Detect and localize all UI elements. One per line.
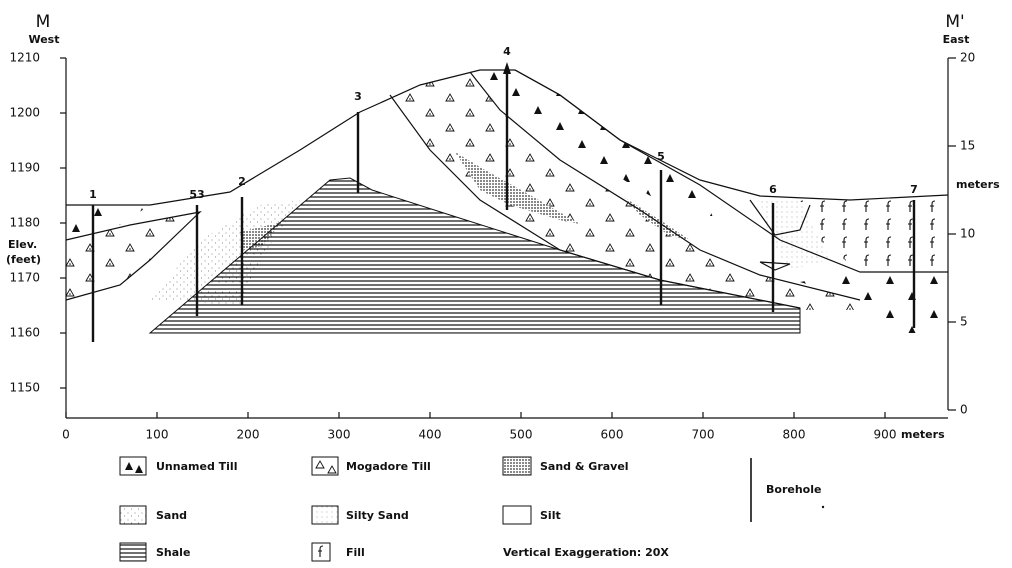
legend-symbol bbox=[318, 545, 324, 557]
legend-symbol bbox=[125, 462, 143, 473]
unnamed-till-center bbox=[470, 70, 720, 235]
mogadore-till-center bbox=[390, 72, 870, 310]
y-tick-label: 1200 bbox=[9, 106, 40, 120]
legend-label: Fill bbox=[346, 546, 365, 559]
y2-tick-label: 10 bbox=[960, 227, 975, 241]
x-tick-label: 900 bbox=[874, 428, 897, 442]
legend-symbol bbox=[315, 460, 337, 474]
contact-line bbox=[65, 211, 202, 301]
y-tick-label: 1150 bbox=[9, 381, 40, 395]
contact-line bbox=[469, 71, 861, 301]
fill-unit bbox=[800, 195, 948, 272]
legend-label: Borehole bbox=[766, 483, 821, 496]
sand-gravel-lens bbox=[455, 152, 580, 224]
x-tick-label: 400 bbox=[419, 428, 442, 442]
shale-unit bbox=[148, 177, 801, 334]
exaggeration-note: Vertical Exaggeration: 20X bbox=[503, 546, 669, 559]
unnamed-till-left bbox=[66, 205, 150, 240]
y-tick-label: 1160 bbox=[9, 326, 40, 340]
legend-label: Sand & Gravel bbox=[540, 460, 629, 473]
legend-label: Unnamed Till bbox=[156, 460, 237, 473]
unnamed-till-right bbox=[800, 272, 948, 333]
axis-title: meters bbox=[956, 178, 1000, 191]
contact-line bbox=[759, 261, 791, 271]
y-tick-label: 1210 bbox=[9, 51, 40, 65]
direction-label: East bbox=[943, 33, 970, 46]
legend-swatch bbox=[119, 505, 147, 525]
axis-title: Elev. bbox=[8, 238, 37, 251]
mogadore-till-left bbox=[66, 212, 200, 300]
legend-swatch bbox=[311, 505, 339, 525]
legend-label: Silty Sand bbox=[346, 509, 409, 522]
y2-tick-label: 15 bbox=[960, 139, 975, 153]
x-tick-label: 500 bbox=[510, 428, 533, 442]
y-tick-label: 1180 bbox=[9, 216, 40, 230]
sand-gravel-lens bbox=[625, 198, 690, 240]
y2-tick-label: 20 bbox=[960, 51, 975, 65]
x-tick-label: 600 bbox=[601, 428, 624, 442]
sand-gravel-lens bbox=[240, 222, 282, 250]
legend-label: Sand bbox=[156, 509, 187, 522]
legend-label: Shale bbox=[156, 546, 190, 559]
legend-swatch bbox=[119, 542, 147, 562]
contact-line bbox=[389, 94, 801, 309]
x-tick-label: 300 bbox=[328, 428, 351, 442]
legend-swatch bbox=[502, 456, 532, 476]
section-end-label: M' bbox=[945, 12, 964, 32]
y2-tick-label: 0 bbox=[960, 403, 968, 417]
x-tick-label: 100 bbox=[146, 428, 169, 442]
legend-swatch bbox=[311, 542, 331, 562]
borehole-arrow bbox=[503, 62, 511, 74]
x-tick-label: 200 bbox=[237, 428, 260, 442]
ground-surface bbox=[66, 69, 949, 206]
y-tick-label: 1170 bbox=[9, 271, 40, 285]
legend-label: Mogadore Till bbox=[346, 460, 431, 473]
axis-unit: meters bbox=[901, 428, 945, 441]
axis-title: (feet) bbox=[6, 253, 41, 266]
direction-label: West bbox=[28, 33, 59, 46]
x-tick-label: 800 bbox=[783, 428, 806, 442]
contact-line bbox=[749, 199, 811, 236]
legend-swatch bbox=[311, 456, 339, 476]
legend-label: Silt bbox=[540, 509, 561, 522]
borehole-label: 3 bbox=[354, 90, 362, 103]
contact-line bbox=[514, 69, 948, 273]
borehole-label: 2 bbox=[238, 175, 246, 188]
borehole-label: 53 bbox=[189, 188, 204, 201]
borehole-label: 1 bbox=[89, 188, 97, 201]
legend-dot bbox=[821, 505, 825, 509]
section-end-label: M bbox=[36, 12, 51, 32]
borehole-label: 5 bbox=[657, 150, 665, 163]
x-tick-label: 0 bbox=[62, 428, 70, 442]
legend-swatch bbox=[502, 505, 532, 525]
borehole-label: 7 bbox=[910, 183, 918, 196]
borehole-label: 4 bbox=[503, 45, 511, 58]
y-tick-label: 1190 bbox=[9, 161, 40, 175]
sand-unit bbox=[150, 200, 300, 305]
y2-tick-label: 5 bbox=[960, 315, 968, 329]
x-tick-label: 700 bbox=[692, 428, 715, 442]
borehole-label: 6 bbox=[769, 183, 777, 196]
